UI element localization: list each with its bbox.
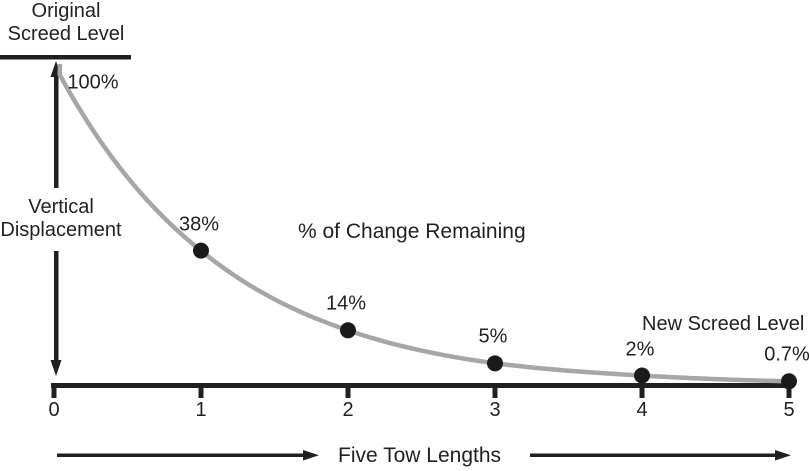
original-screed-level-label: Original Screed Level [7, 0, 125, 45]
data-point-dot [193, 242, 209, 259]
x-axis-tick-label: 5 [783, 399, 795, 421]
arrow-right-icon [303, 450, 319, 461]
x-axis-tick [786, 383, 792, 398]
data-point-dot [487, 355, 503, 372]
point-value-label: 0.7% [764, 343, 809, 366]
x-axis-tick [345, 383, 351, 398]
x-axis-tick-label: 0 [48, 399, 60, 421]
x-axis-tick [198, 383, 204, 398]
data-points [193, 242, 797, 390]
vertical-displacement-label: Vertical Displacement [0, 196, 122, 241]
x-axis-tick-label: 1 [195, 399, 207, 421]
x-axis-tick [639, 383, 645, 398]
x-axis-tick [51, 383, 57, 398]
arrow-right-icon [775, 450, 791, 461]
data-point-dot [340, 322, 356, 339]
point-value-label: 14% [325, 292, 367, 315]
x-axis-tick-label: 3 [489, 399, 501, 421]
x-axis-ticks [51, 383, 792, 398]
point-value-label: 38% [178, 213, 220, 236]
x-axis-line [51, 383, 791, 388]
x-axis-tick-label: 4 [636, 399, 648, 421]
data-point-dot [634, 367, 650, 384]
new-screed-level-label: New Screed Level [642, 313, 805, 335]
data-point-dot [781, 373, 797, 390]
curve-title-label: % of Change Remaining [298, 220, 526, 243]
x-axis-label-arrows [57, 450, 791, 461]
point-value-label: 5% [478, 325, 508, 348]
x-axis-tick-label: 2 [342, 399, 354, 421]
decay-curve [57, 63, 790, 384]
point-value-label: 2% [625, 338, 655, 360]
point-value-label: 100% [67, 71, 119, 94]
x-axis-title-label: Five Tow Lengths [338, 444, 502, 467]
original-screed-level-line [0, 55, 131, 60]
x-axis-tick [492, 383, 498, 398]
arrow-down-icon [50, 360, 62, 376]
